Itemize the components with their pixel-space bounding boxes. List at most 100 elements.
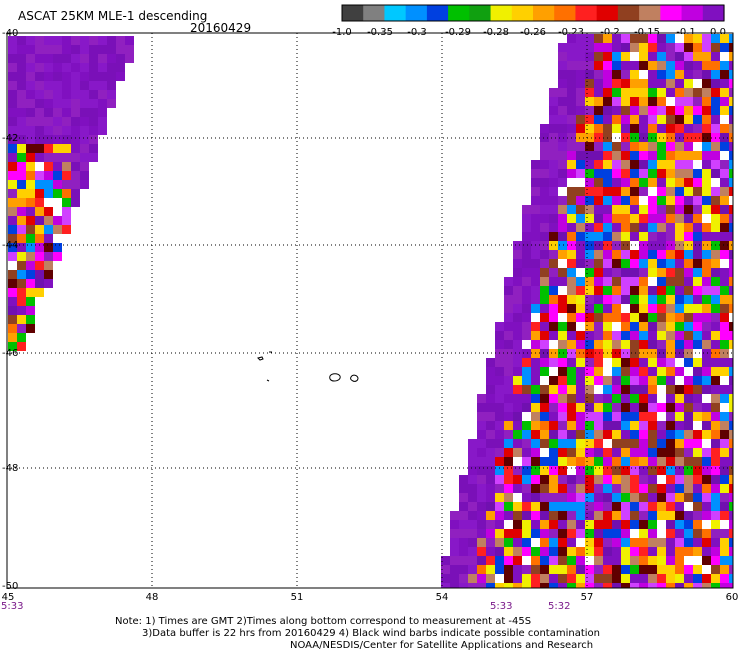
swath-cell	[35, 225, 44, 234]
swath-cell	[639, 439, 648, 448]
swath-cell	[720, 412, 729, 421]
swath-cell	[540, 286, 549, 295]
swath-cell	[684, 241, 693, 250]
swath-cell	[567, 574, 576, 583]
swath-cell	[71, 117, 80, 126]
swath-cell	[684, 259, 693, 268]
colorbar-segment	[639, 5, 661, 21]
swath-cell	[585, 124, 594, 133]
swath-cell	[621, 259, 630, 268]
swath-cell	[693, 34, 702, 43]
swath-cell	[666, 574, 675, 583]
swath-cell	[684, 205, 693, 214]
swath-cell	[666, 349, 675, 358]
swath-cell	[549, 313, 558, 322]
swath-cell	[35, 207, 44, 216]
swath-cell	[675, 565, 684, 574]
swath-cell	[513, 340, 522, 349]
swath-cell	[576, 547, 585, 556]
swath-cell	[702, 574, 711, 583]
swath-cell	[729, 259, 733, 268]
swath-cell	[639, 43, 648, 52]
swath-cell	[675, 583, 684, 588]
swath-cell	[594, 511, 603, 520]
swath-cell	[639, 88, 648, 97]
swath-cell	[648, 538, 657, 547]
swath-cell	[549, 457, 558, 466]
swath-cell	[675, 106, 684, 115]
swath-cell	[729, 160, 733, 169]
swath-cell	[630, 421, 639, 430]
swath-cell	[531, 565, 540, 574]
swath-cell	[567, 547, 576, 556]
swath-cell	[107, 54, 116, 63]
swath-cell	[693, 484, 702, 493]
swath-cell	[612, 565, 621, 574]
swath-cell	[648, 214, 657, 223]
swath-cell	[612, 169, 621, 178]
swath-cell	[558, 457, 567, 466]
swath-cell	[44, 279, 53, 288]
swath-cell	[729, 268, 733, 277]
swath-cell	[71, 162, 80, 171]
swath-cell	[495, 502, 504, 511]
swath-cell	[567, 169, 576, 178]
swath-cell	[594, 421, 603, 430]
swath-cell	[612, 205, 621, 214]
swath-cell	[504, 583, 513, 588]
swath-cell	[603, 475, 612, 484]
swath-cell	[549, 205, 558, 214]
swath-cell	[540, 259, 549, 268]
swath-cell	[558, 493, 567, 502]
swath-cell	[729, 277, 733, 286]
swath-cell	[711, 385, 720, 394]
swath-cell	[531, 187, 540, 196]
swath-cell	[666, 457, 675, 466]
swath-cell	[684, 268, 693, 277]
swath-cell	[612, 277, 621, 286]
swath-cell	[107, 81, 116, 90]
swath-cell	[576, 232, 585, 241]
swath-cell	[675, 79, 684, 88]
swath-cell	[711, 61, 720, 70]
swath-cell	[594, 304, 603, 313]
swath-cell	[657, 187, 666, 196]
swath-cell	[702, 79, 711, 88]
swath-cell	[576, 304, 585, 313]
swath-cell	[504, 430, 513, 439]
swath-cell	[477, 475, 486, 484]
swath-east	[441, 34, 733, 588]
swath-cell	[80, 153, 89, 162]
swath-cell	[603, 115, 612, 124]
swath-cell	[477, 574, 486, 583]
swath-cell	[35, 270, 44, 279]
swath-cell	[720, 349, 729, 358]
swath-cell	[567, 61, 576, 70]
swath-cell	[53, 153, 62, 162]
swath-cell	[639, 556, 648, 565]
swath-cell	[567, 43, 576, 52]
swath-cell	[639, 223, 648, 232]
swath-cell	[44, 198, 53, 207]
swath-cell	[80, 63, 89, 72]
swath-cell	[495, 574, 504, 583]
swath-cell	[567, 295, 576, 304]
swath-cell	[684, 556, 693, 565]
swath-cell	[71, 198, 80, 207]
swath-cell	[17, 63, 26, 72]
swath-cell	[702, 385, 711, 394]
swath-cell	[62, 54, 71, 63]
swath-cell	[648, 97, 657, 106]
swath-cell	[513, 547, 522, 556]
swath-cell	[711, 304, 720, 313]
swath-cell	[657, 250, 666, 259]
swath-cell	[684, 223, 693, 232]
swath-cell	[98, 54, 107, 63]
swath-cell	[657, 268, 666, 277]
swath-cell	[621, 70, 630, 79]
swath-cell	[648, 187, 657, 196]
swath-cell	[44, 243, 53, 252]
swath-cell	[720, 52, 729, 61]
swath-cell	[630, 520, 639, 529]
swath-cell	[585, 565, 594, 574]
